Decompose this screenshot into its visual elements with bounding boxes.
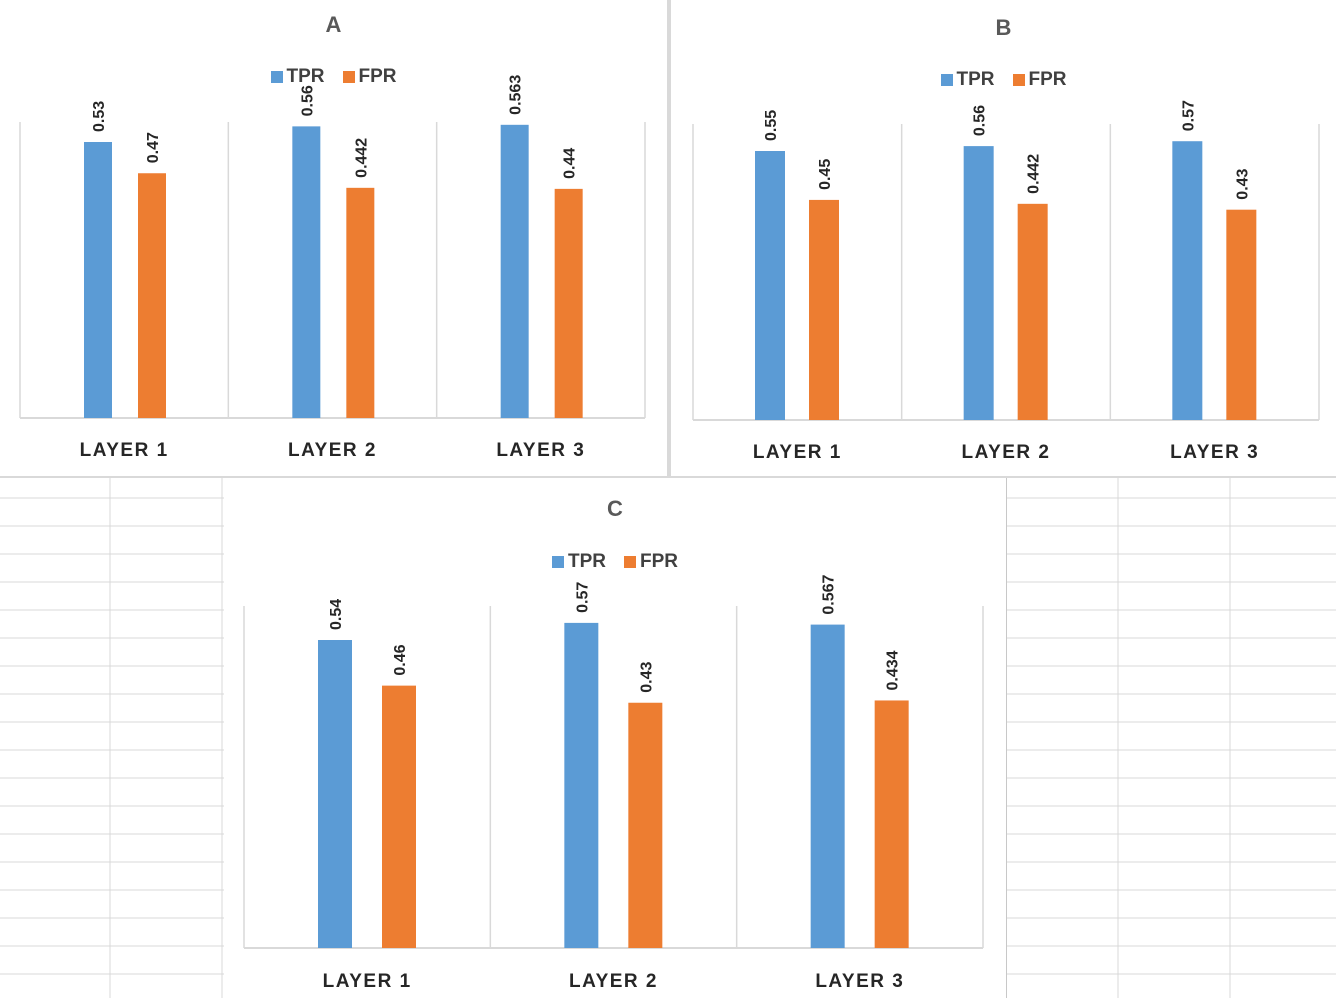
chart-c-plot: LAYER 1 0.54 0.46 LAYER 2 0.57 0.43 LAYER 3 0.5… — [243, 574, 984, 992]
legend-item-tpr[interactable]: TPR — [552, 551, 606, 573]
data-label: 0.434 — [885, 650, 902, 690]
data-label: 0.55 — [763, 110, 780, 141]
x-tick-label: LAYER 1 — [753, 442, 842, 463]
bar-fpr[interactable] — [1017, 203, 1048, 420]
bar-fpr[interactable] — [874, 700, 909, 948]
chart-divider-vertical — [667, 0, 671, 476]
fpr-swatch — [1012, 74, 1025, 86]
chart-c[interactable]: C TPR FPR LAYER 1 0.54 0.46 LAYER 2 0.57 0.43… — [224, 478, 1006, 998]
chart-b-plot: LAYER 1 0.55 0.45 LAYER 2 0.56 0.442 LAYER 3 0.… — [692, 100, 1320, 463]
data-label: 0.45 — [817, 159, 834, 190]
legend-label-fpr: FPR — [640, 551, 678, 572]
bar-fpr[interactable] — [382, 685, 416, 948]
fpr-swatch — [342, 71, 355, 83]
legend-label-tpr: TPR — [286, 66, 325, 87]
tpr-swatch — [270, 71, 283, 83]
bar-tpr[interactable] — [500, 124, 529, 418]
legend-item-fpr[interactable]: FPR — [1012, 69, 1067, 91]
chart-title: B — [995, 15, 1012, 40]
bar-tpr[interactable] — [564, 622, 599, 948]
bar-tpr[interactable] — [963, 146, 994, 421]
data-label: 0.442 — [353, 138, 370, 178]
chart-legend[interactable]: TPR FPR — [0, 66, 667, 88]
chart-a-plot: LAYER 1 0.53 0.47 LAYER 2 0.56 0.442 LAYER 3 0.… — [19, 75, 646, 461]
data-label: 0.43 — [638, 661, 655, 692]
data-label: 0.46 — [392, 644, 409, 675]
bar-fpr[interactable] — [809, 199, 839, 420]
bar-fpr[interactable] — [138, 173, 166, 418]
tpr-swatch — [940, 74, 953, 86]
x-tick-label: LAYER 3 — [815, 971, 904, 992]
data-label: 0.56 — [972, 105, 989, 136]
chart-divider-horizontal — [0, 476, 1336, 478]
data-label: 0.54 — [328, 599, 345, 630]
data-label: 0.57 — [1180, 100, 1197, 131]
chart-title: C — [607, 496, 623, 521]
data-label: 0.563 — [508, 75, 525, 115]
bar-fpr[interactable] — [628, 702, 663, 948]
data-label: 0.56 — [299, 85, 316, 116]
bar-tpr[interactable] — [1172, 141, 1203, 420]
bar-tpr[interactable] — [318, 640, 352, 948]
legend-label-fpr: FPR — [358, 66, 397, 87]
bar-tpr[interactable] — [292, 126, 321, 419]
bar-tpr[interactable] — [755, 151, 785, 420]
legend-item-tpr[interactable]: TPR — [940, 69, 995, 91]
chart-legend[interactable]: TPR FPR — [671, 69, 1336, 91]
x-tick-label: LAYER 2 — [288, 440, 377, 461]
x-tick-label: LAYER 3 — [496, 440, 585, 461]
x-tick-label: LAYER 2 — [569, 971, 658, 992]
legend-item-fpr[interactable]: FPR — [342, 66, 397, 88]
bar-fpr[interactable] — [346, 187, 375, 418]
chart-a[interactable]: A TPR FPR LAYER 1 0.53 0.47 LAYER 2 0.56 0.44… — [0, 0, 667, 476]
fpr-swatch — [624, 556, 636, 568]
x-tick-label: LAYER 1 — [323, 971, 412, 992]
bar-tpr[interactable] — [84, 142, 112, 418]
data-label: 0.442 — [1026, 154, 1043, 194]
x-tick-label: LAYER 3 — [1170, 442, 1259, 463]
data-label: 0.567 — [821, 574, 838, 614]
bar-tpr[interactable] — [810, 624, 845, 948]
tpr-swatch — [552, 556, 564, 568]
legend-item-tpr[interactable]: TPR — [270, 66, 325, 88]
data-label: 0.57 — [574, 582, 591, 613]
data-label: 0.53 — [91, 101, 108, 132]
data-label: 0.44 — [562, 148, 579, 179]
legend-item-fpr[interactable]: FPR — [624, 551, 678, 573]
legend-label-tpr: TPR — [568, 551, 606, 572]
chart-b[interactable]: B TPR FPR LAYER 1 0.55 0.45 LAYER 2 0.56 0.44… — [671, 0, 1336, 476]
data-label: 0.47 — [145, 132, 162, 163]
data-label: 0.43 — [1234, 168, 1251, 199]
legend-label-tpr: TPR — [956, 69, 995, 90]
x-tick-label: LAYER 1 — [80, 440, 169, 461]
chart-legend[interactable]: TPR FPR — [224, 551, 1006, 573]
bar-fpr[interactable] — [1226, 209, 1257, 420]
x-tick-label: LAYER 2 — [962, 442, 1051, 463]
chart-title: A — [325, 12, 342, 37]
bar-fpr[interactable] — [554, 188, 583, 418]
legend-label-fpr: FPR — [1028, 69, 1067, 90]
